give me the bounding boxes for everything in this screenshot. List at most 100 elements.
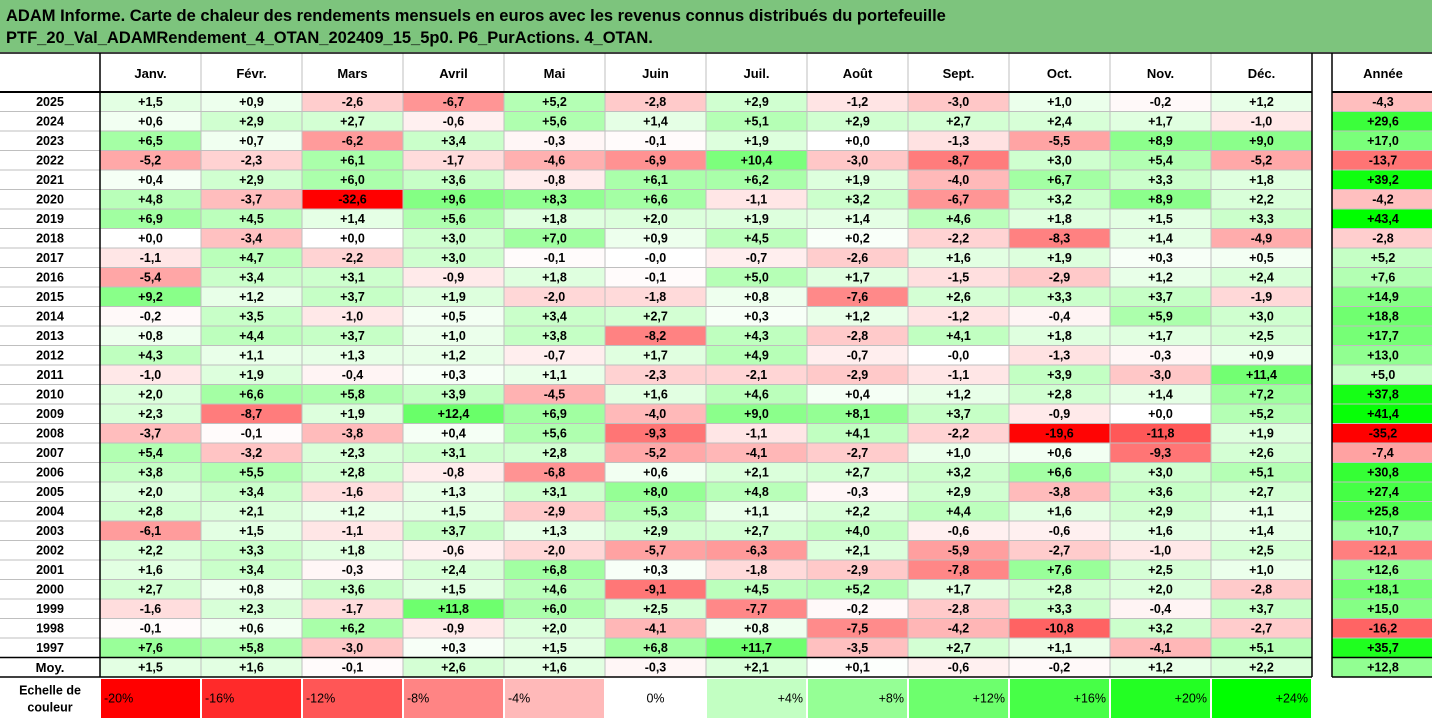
heat-cell <box>605 306 706 326</box>
heat-cell-value: +1,6 <box>946 251 971 265</box>
heat-cell-value: -0,4 <box>1150 602 1172 616</box>
heat-cell <box>100 579 201 599</box>
heat-cell-value: -7,8 <box>948 563 970 577</box>
heat-cell-value: +5,1 <box>1249 465 1274 479</box>
year-label-2015: 2015 <box>36 290 64 304</box>
heat-cell <box>403 267 504 287</box>
heat-cell <box>302 638 403 658</box>
heat-cell-value: +3,5 <box>239 309 264 323</box>
heat-cell-value: +3,6 <box>441 173 466 187</box>
heat-cell-value: -7,5 <box>847 621 869 635</box>
heat-cell <box>1009 287 1110 307</box>
month-header-3: Mars <box>337 66 367 81</box>
heat-cell <box>1211 462 1312 482</box>
heat-cell-value: +5,1 <box>744 114 769 128</box>
heat-cell-value: +0,5 <box>1249 251 1274 265</box>
heat-cell <box>201 209 302 229</box>
heat-cell <box>1009 209 1110 229</box>
heat-cell <box>605 521 706 541</box>
heat-cell <box>1009 384 1110 404</box>
heat-cell <box>605 404 706 424</box>
heat-cell-value: +1,8 <box>542 212 567 226</box>
heat-cell <box>302 560 403 580</box>
heat-cell-value: +1,8 <box>1047 212 1072 226</box>
heat-cell-value: -1,2 <box>847 95 869 109</box>
heat-cell-value: +2,9 <box>1148 504 1173 518</box>
heat-cell-value: -0,2 <box>847 602 869 616</box>
heat-cell <box>504 287 605 307</box>
color-scale-stop: +20% <box>1175 692 1207 706</box>
heat-cell <box>1009 365 1110 385</box>
heat-cell-value: -6,7 <box>948 192 970 206</box>
heat-cell-value: +3,1 <box>542 485 567 499</box>
heat-cell <box>100 462 201 482</box>
annual-cell <box>1332 599 1432 619</box>
heat-cell-value: +2,2 <box>845 504 870 518</box>
heat-cell <box>1211 267 1312 287</box>
heat-cell <box>706 111 807 131</box>
heat-cell-value: -0,4 <box>1049 309 1071 323</box>
heat-cell <box>1009 579 1110 599</box>
heat-cell <box>1110 501 1211 521</box>
year-label-2007: 2007 <box>36 446 64 460</box>
annual-cell-value: +13,0 <box>1367 348 1399 362</box>
heat-cell-value: +1,9 <box>340 407 365 421</box>
heat-cell-value: +2,8 <box>1047 582 1072 596</box>
heat-cell-value: +2,0 <box>643 212 668 226</box>
heat-cell-value: +1,3 <box>441 485 466 499</box>
heat-cell-value: +5,1 <box>1249 641 1274 655</box>
heat-cell-value: -1,3 <box>948 134 970 148</box>
heat-cell <box>706 248 807 268</box>
heat-cell <box>100 150 201 170</box>
heat-cell <box>1211 365 1312 385</box>
heat-cell <box>908 248 1009 268</box>
annual-cell-value: +14,9 <box>1367 290 1399 304</box>
heat-cell <box>807 209 908 229</box>
heat-cell-value: +1,1 <box>744 504 769 518</box>
heat-cell-value: -1,7 <box>342 602 364 616</box>
heat-cell-value: -7,6 <box>847 290 869 304</box>
heat-cell-value: +1,4 <box>1148 231 1173 245</box>
heat-cell <box>706 638 807 658</box>
heat-cell-value: +1,8 <box>340 543 365 557</box>
heat-cell <box>302 618 403 638</box>
heat-cell <box>1009 540 1110 560</box>
heat-cell <box>807 638 908 658</box>
heat-cell <box>1110 521 1211 541</box>
heat-cell-value: -2,2 <box>342 251 364 265</box>
heat-cell-value: -6,7 <box>443 95 465 109</box>
heat-cell-value: +1,4 <box>340 212 365 226</box>
heat-cell <box>908 638 1009 658</box>
heat-cell-value: +1,0 <box>1047 95 1072 109</box>
average-cell-value: -0,6 <box>948 660 970 674</box>
heat-cell <box>1110 462 1211 482</box>
average-annual-value: +12,8 <box>1367 660 1399 674</box>
heat-cell <box>605 501 706 521</box>
heat-cell-value: +4,6 <box>744 387 769 401</box>
heat-cell <box>403 228 504 248</box>
heat-cell-value: +3,6 <box>340 582 365 596</box>
heat-cell <box>1009 560 1110 580</box>
heat-cell-value: +1,3 <box>542 524 567 538</box>
heat-cell <box>504 306 605 326</box>
heat-cell <box>908 345 1009 365</box>
heat-cell-value: +6,1 <box>340 153 365 167</box>
heat-cell-value: -0,0 <box>948 348 970 362</box>
heat-cell <box>302 540 403 560</box>
heat-cell-value: -6,9 <box>645 153 667 167</box>
heat-cell-value: +9,6 <box>441 192 466 206</box>
annual-cell-value: -35,2 <box>1369 426 1398 440</box>
heat-cell <box>100 345 201 365</box>
heat-cell-value: +0,0 <box>845 134 870 148</box>
heat-cell <box>100 189 201 209</box>
annual-cell <box>1332 111 1432 131</box>
color-scale-swatch <box>1010 679 1109 718</box>
heat-cell-value: +0,6 <box>1047 446 1072 460</box>
heat-cell-value: -2,2 <box>948 231 970 245</box>
annual-cell-value: +18,1 <box>1367 582 1399 596</box>
heat-cell-value: +1,2 <box>239 290 264 304</box>
heat-cell-value: +3,6 <box>1148 485 1173 499</box>
heat-cell <box>1009 423 1110 443</box>
heat-cell-value: +2,3 <box>340 446 365 460</box>
average-cell-value: -0,1 <box>342 660 364 674</box>
